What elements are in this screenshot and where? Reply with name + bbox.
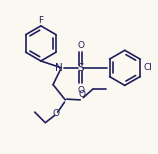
Text: Cl: Cl bbox=[143, 63, 152, 72]
Text: S: S bbox=[77, 63, 84, 73]
Text: N: N bbox=[55, 63, 63, 73]
Text: O: O bbox=[53, 109, 60, 118]
Text: F: F bbox=[38, 16, 43, 25]
Text: O: O bbox=[79, 90, 85, 99]
Text: O: O bbox=[77, 41, 84, 50]
Text: O: O bbox=[77, 86, 84, 95]
